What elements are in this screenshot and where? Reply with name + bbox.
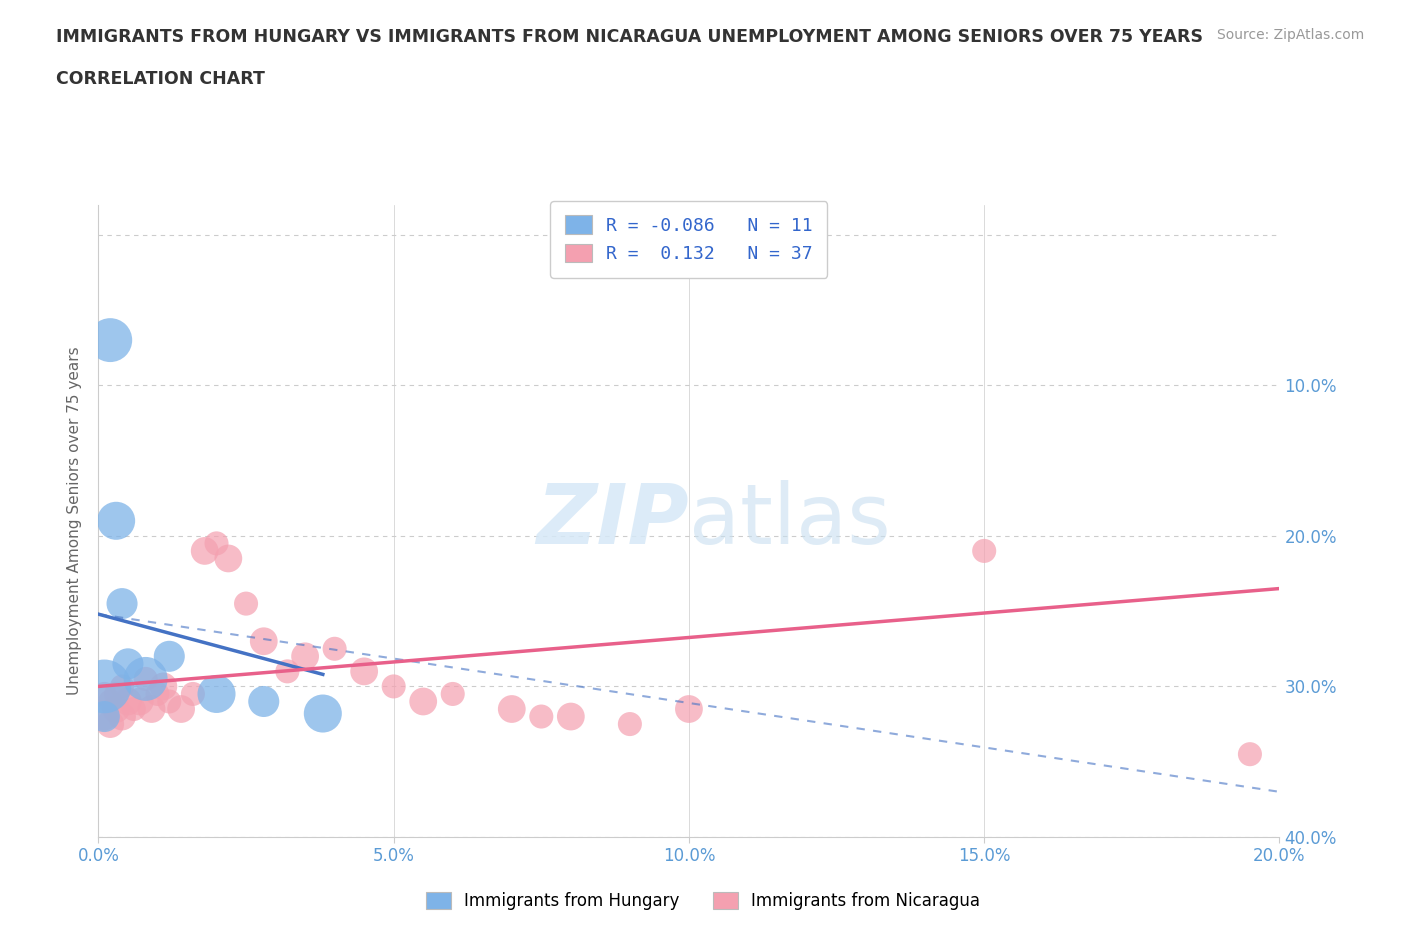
Point (412, 694, 434, 709)
Point (117, 657, 139, 671)
Point (98, 717, 121, 732)
Legend: R = -0.086   N = 11, R =  0.132   N = 37: R = -0.086 N = 11, R = 0.132 N = 37 (550, 201, 828, 277)
Point (105, 513, 128, 528)
Point (560, 709, 582, 724)
Point (619, 717, 641, 732)
Point (382, 679, 405, 694)
Point (353, 664, 375, 679)
Point (1239, 747, 1261, 762)
Text: Source: ZipAtlas.com: Source: ZipAtlas.com (1216, 28, 1364, 42)
Point (141, 701, 163, 716)
Point (105, 701, 128, 716)
Point (111, 709, 134, 724)
Point (111, 679, 134, 694)
Point (135, 671, 157, 686)
Point (93, 709, 115, 724)
Text: ZIP: ZIP (536, 480, 689, 562)
Point (122, 701, 145, 716)
Text: CORRELATION CHART: CORRELATION CHART (56, 70, 266, 87)
Point (128, 694, 150, 709)
Point (146, 686, 169, 701)
Text: IMMIGRANTS FROM HUNGARY VS IMMIGRANTS FROM NICARAGUA UNEMPLOYMENT AMONG SENIORS : IMMIGRANTS FROM HUNGARY VS IMMIGRANTS FR… (56, 28, 1204, 46)
Point (117, 694, 139, 709)
Point (276, 664, 298, 679)
Point (253, 694, 276, 709)
Point (157, 694, 180, 709)
Point (441, 686, 464, 701)
Point (105, 686, 128, 701)
Point (93, 686, 115, 701)
Point (93, 709, 115, 724)
Point (323, 642, 346, 657)
Point (194, 543, 217, 558)
Point (111, 596, 134, 611)
Point (98, 694, 121, 709)
Point (205, 686, 228, 701)
Point (253, 634, 276, 649)
Point (98, 333, 121, 348)
Y-axis label: Unemployment Among Seniors over 75 years: Unemployment Among Seniors over 75 years (67, 347, 83, 695)
Point (181, 686, 204, 701)
Text: atlas: atlas (689, 480, 890, 562)
Point (973, 543, 995, 558)
Point (294, 649, 316, 664)
Point (135, 671, 157, 686)
Point (678, 701, 700, 716)
Point (152, 679, 174, 694)
Point (235, 596, 257, 611)
Legend: Immigrants from Hungary, Immigrants from Nicaragua: Immigrants from Hungary, Immigrants from… (419, 885, 987, 917)
Point (93, 679, 115, 694)
Point (205, 536, 228, 551)
Point (501, 701, 523, 716)
Point (217, 551, 239, 565)
Point (157, 649, 180, 664)
Point (530, 709, 553, 724)
Point (170, 701, 193, 716)
Point (312, 706, 335, 721)
